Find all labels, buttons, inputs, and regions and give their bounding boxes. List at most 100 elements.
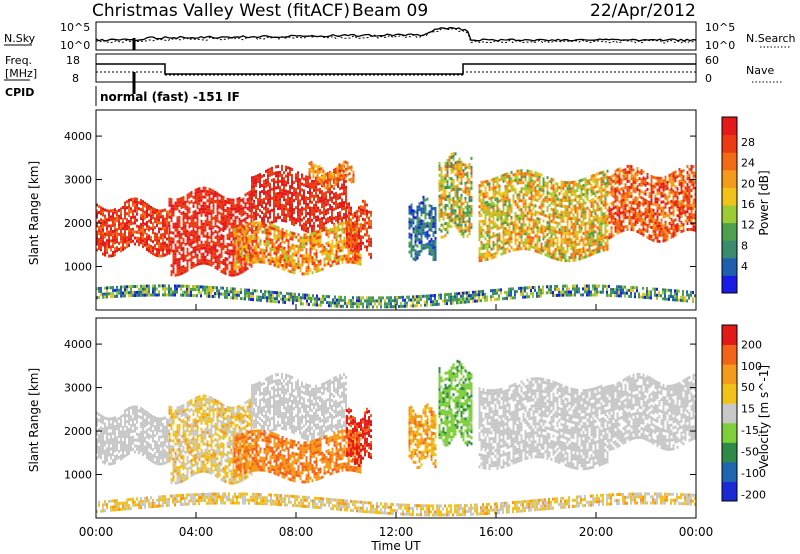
heatmap-cell — [498, 217, 501, 221]
heatmap-cell — [560, 189, 563, 193]
heatmap-cell — [356, 216, 358, 220]
heatmap-cell — [247, 243, 250, 247]
heatmap-cell — [273, 190, 275, 193]
heatmap-cell — [506, 184, 509, 188]
heatmap-cell — [564, 181, 567, 185]
heatmap-cell — [261, 190, 263, 193]
heatmap-cell — [466, 192, 469, 196]
heatmap-cell — [233, 246, 236, 250]
heatmap-cell — [168, 212, 170, 216]
heatmap-cell — [564, 184, 567, 188]
heatmap-cell — [562, 186, 565, 190]
heatmap-cell — [301, 242, 304, 246]
heatmap-cell — [414, 258, 417, 262]
heatmap-cell — [512, 197, 515, 201]
heatmap-cell — [106, 233, 108, 237]
heatmap-cell — [518, 169, 521, 173]
heatmap-cell — [343, 242, 346, 246]
heatmap-cell — [528, 187, 531, 191]
heatmap-cell — [277, 244, 280, 248]
heatmap-cell — [574, 204, 577, 208]
heatmap-cell — [156, 215, 158, 218]
heatmap-cell — [652, 211, 655, 215]
heatmap-cell — [482, 255, 485, 259]
heatmap-cell — [620, 169, 623, 173]
heatmap-cell — [283, 216, 285, 220]
heatmap-cell — [368, 222, 370, 226]
heatmap-cell — [242, 266, 245, 270]
heatmap-cell — [350, 248, 352, 252]
heatmap-cell — [528, 247, 531, 251]
heatmap-cell — [98, 205, 100, 208]
heatmap-cell — [422, 228, 425, 232]
heatmap-cell — [178, 200, 181, 204]
heatmap-cell — [208, 259, 211, 263]
heatmap-cell — [576, 183, 579, 186]
heatmap-cell — [592, 201, 595, 205]
heatmap-cell — [176, 201, 179, 205]
heatmap-cell — [318, 179, 321, 183]
heatmap-cell — [343, 192, 345, 196]
heatmap-cell — [299, 248, 302, 252]
heatmap-cell — [168, 251, 171, 255]
heatmap-cell — [186, 199, 189, 203]
heatmap-cell — [564, 199, 567, 203]
heatmap-cell — [233, 252, 236, 256]
heatmap-cell — [140, 232, 142, 236]
heatmap-cell — [202, 246, 205, 250]
heatmap-cell — [642, 182, 645, 186]
heatmap-cell — [496, 245, 499, 249]
heatmap-cell — [301, 194, 303, 198]
heatmap-cell — [251, 261, 254, 264]
heatmap-cell — [299, 208, 301, 212]
heatmap-cell — [303, 239, 306, 243]
heatmap-cell — [414, 225, 417, 229]
heatmap-cell — [234, 270, 237, 274]
heatmap-cell — [329, 252, 332, 256]
heatmap-cell — [488, 203, 491, 207]
heatmap-cell — [283, 198, 285, 202]
heatmap-cell — [366, 227, 368, 231]
heatmap-cell — [297, 204, 299, 208]
heatmap-cell — [520, 172, 523, 176]
heatmap-cell — [368, 216, 370, 220]
heatmap-cell — [176, 246, 179, 250]
heatmap-cell — [364, 206, 366, 210]
heatmap-cell — [348, 238, 350, 242]
heatmap-cell — [554, 209, 557, 213]
heatmap-cell — [106, 230, 108, 234]
heatmap-cell — [578, 248, 581, 252]
heatmap-cell — [444, 234, 447, 237]
heatmap-cell — [249, 261, 252, 265]
heatmap-cell — [444, 192, 447, 195]
heatmap-cell — [226, 257, 229, 261]
heatmap-cell — [128, 202, 130, 205]
heatmap-cell — [108, 215, 110, 219]
heatmap-cell — [530, 230, 533, 234]
heatmap-cell — [206, 211, 209, 215]
heatmap-cell — [220, 236, 223, 240]
heatmap-cell — [172, 249, 175, 253]
heatmap-cell — [584, 249, 587, 253]
heatmap-cell — [341, 248, 344, 252]
heatmap-cell — [546, 215, 549, 219]
heatmap-cell — [299, 266, 302, 270]
heatmap-cell — [628, 221, 631, 225]
heatmap-cell — [520, 235, 523, 239]
heatmap-cell — [588, 247, 591, 251]
heatmap-cell — [279, 185, 281, 189]
heatmap-cell — [572, 180, 575, 184]
heatmap-cell — [281, 182, 283, 186]
heatmap-cell — [622, 219, 625, 223]
heatmap-cell — [307, 197, 309, 200]
heatmap-cell — [142, 239, 144, 243]
heatmap-cell — [210, 230, 213, 234]
heatmap-cell — [202, 195, 205, 199]
heatmap-cell — [281, 209, 283, 213]
heatmap-cell — [522, 199, 525, 203]
heatmap-cell — [307, 257, 310, 260]
heatmap-cell — [297, 192, 299, 196]
heatmap-cell — [442, 211, 445, 215]
heatmap-cell — [434, 218, 437, 222]
heatmap-cell — [588, 226, 591, 230]
